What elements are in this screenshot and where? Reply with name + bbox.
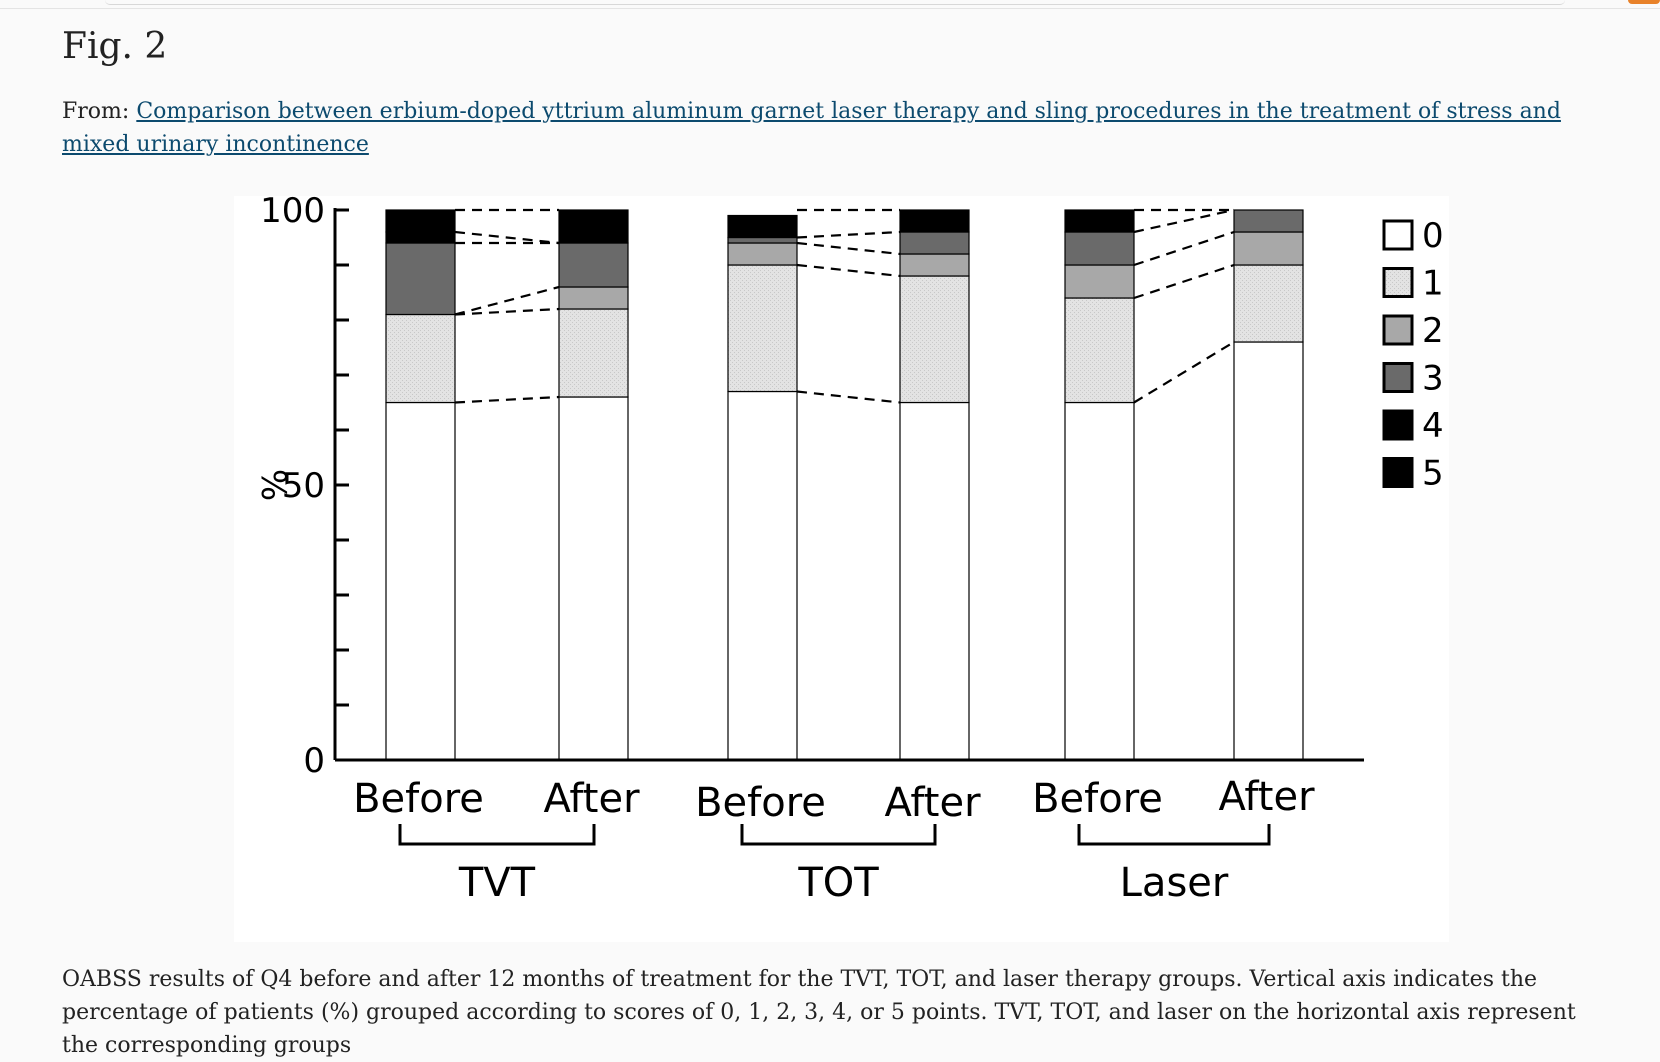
legend-swatch: [1382, 219, 1414, 251]
bar-segment: [1064, 209, 1135, 233]
bar-segment: [899, 275, 970, 404]
bar-segment: [385, 231, 456, 244]
group-bracket: [398, 824, 596, 846]
connector-line: [796, 263, 901, 278]
y-tick-label: 50: [282, 466, 325, 506]
figure-image: 0 50 100% Before After Before After Before After…: [234, 196, 1449, 942]
bar-segment: [385, 209, 456, 233]
bar-segment: [727, 214, 798, 239]
bars-layer: [385, 209, 1304, 761]
connector-line: [796, 241, 901, 256]
bar-segment: [727, 236, 798, 244]
legend-label: 0: [1422, 216, 1444, 256]
connector-line: [796, 390, 901, 404]
y-tick-label: 0: [303, 741, 325, 781]
legend-swatch: [1382, 409, 1414, 441]
bar-segment: [558, 242, 629, 288]
bar-segment: [899, 209, 970, 233]
top-bar: [0, 0, 1660, 9]
legend-label: 3: [1422, 359, 1444, 399]
bar-segment: [899, 253, 970, 277]
connector-line: [1133, 230, 1235, 267]
legend: 0 1 2 3 4 5: [1382, 216, 1444, 494]
bar-segment: [1064, 264, 1135, 299]
bar-segment: [1233, 209, 1304, 233]
group-bracket: [740, 824, 937, 846]
legend-swatch: [1382, 314, 1414, 346]
figure-title: Fig. 2: [62, 26, 168, 67]
y-tick-label: 100: [260, 196, 325, 231]
x-category-label: After: [884, 780, 981, 826]
bar-segment: [1064, 297, 1135, 404]
connector-line: [454, 307, 560, 316]
connector-line: [796, 230, 901, 239]
bar-segment: [727, 390, 798, 761]
group-label: Laser: [1120, 860, 1229, 906]
legend-swatch: [1382, 362, 1414, 393]
connector-lines: [454, 208, 1235, 404]
article-link[interactable]: Comparison between erbium-doped yttrium …: [62, 99, 1561, 157]
group-bracket: [1077, 824, 1271, 846]
from-prefix: From:: [62, 99, 130, 124]
menu-button[interactable]: [1628, 0, 1660, 4]
group-label: TOT: [797, 860, 879, 906]
bar-segment: [727, 242, 798, 266]
x-category-label: Before: [1032, 776, 1163, 822]
connector-line: [1133, 208, 1235, 234]
bar-segment: [385, 242, 456, 316]
x-category-label: Before: [353, 776, 484, 822]
group-label: TVT: [458, 860, 536, 906]
y-axis-label: %: [253, 469, 293, 501]
bar-segment: [385, 401, 456, 761]
bar-segment: [558, 209, 629, 244]
bar-segment: [385, 313, 456, 404]
source-line: From: Comparison between erbium-doped yt…: [62, 95, 1592, 161]
connector-line: [454, 395, 560, 404]
bar-segment: [1233, 264, 1304, 343]
bar-segment: [727, 264, 798, 393]
legend-label: 4: [1422, 406, 1444, 446]
axes: [333, 208, 1364, 762]
bar-segment: [1233, 231, 1304, 266]
x-category-label: After: [543, 776, 640, 822]
figure-caption: OABSS results of Q4 before and after 12 …: [62, 967, 1576, 1058]
connector-line: [454, 285, 560, 316]
bar-segment: [1064, 231, 1135, 266]
axis-labels: 0 50 100% Before After Before After Before After…: [253, 196, 1315, 906]
legend-swatch: [1382, 457, 1414, 488]
legend-label: 5: [1422, 454, 1444, 494]
bar-segment: [899, 231, 970, 255]
legend-label: 2: [1422, 311, 1444, 351]
connector-line: [454, 230, 560, 245]
x-category-label: After: [1218, 774, 1315, 820]
legend-swatch: [1382, 267, 1414, 298]
bar-segment: [558, 308, 629, 398]
search-bar-edge[interactable]: [105, 0, 1565, 5]
legend-label: 1: [1422, 264, 1444, 304]
connector-line: [1133, 263, 1235, 300]
bar-segment: [558, 286, 629, 310]
bar-segment: [1233, 341, 1304, 761]
bar-segment: [1064, 401, 1135, 761]
bar-segment: [558, 396, 629, 761]
connector-line: [1133, 341, 1235, 404]
bar-segment: [899, 401, 970, 761]
x-category-label: Before: [695, 780, 826, 826]
